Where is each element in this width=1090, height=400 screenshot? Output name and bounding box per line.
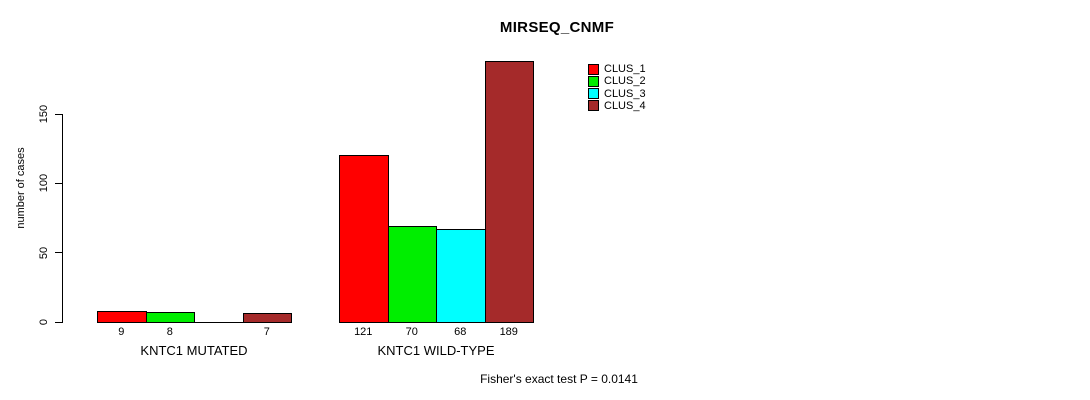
y-axis-tick [55, 182, 62, 184]
bar-value-label: 70 [405, 326, 418, 338]
legend-label: CLUS_2 [604, 75, 646, 88]
y-axis-label: number of cases [15, 147, 27, 229]
bar-clus_1-group1 [97, 311, 147, 323]
legend-swatch-clus_3 [588, 88, 599, 100]
legend-label: CLUS_4 [604, 99, 646, 112]
bar-clus_4-group1 [242, 313, 292, 323]
legend-item-clus_4: CLUS_4 [588, 100, 646, 112]
zero-bar-clus_3-group1 [194, 322, 244, 323]
bar-value-label: 121 [354, 326, 373, 338]
y-axis-tick [55, 113, 62, 115]
fisher-test-annotation: Fisher's exact test P = 0.0141 [480, 372, 638, 386]
legend-label: CLUS_3 [604, 87, 646, 100]
bar-clus_2-group1 [145, 312, 195, 323]
legend-swatch-clus_2 [588, 75, 599, 87]
legend-item-clus_2: CLUS_2 [588, 75, 646, 87]
bar-clus_1-group2 [339, 155, 389, 323]
legend-item-clus_1: CLUS_1 [588, 63, 646, 75]
y-axis-tick-label: 50 [38, 246, 50, 259]
bar-value-label: 9 [118, 326, 125, 338]
bar-value-label: 189 [499, 326, 518, 338]
legend-item-clus_3: CLUS_3 [588, 88, 646, 100]
bar-value-label: 7 [263, 326, 270, 338]
bar-clus_4-group2 [484, 61, 534, 323]
bar-value-label: 8 [166, 326, 173, 338]
legend-label: CLUS_1 [604, 63, 646, 75]
y-axis-tick [55, 252, 62, 254]
bar-value-label: 68 [454, 326, 467, 338]
y-axis-line [62, 114, 63, 323]
legend-swatch-clus_1 [588, 63, 599, 75]
y-axis-tick-label: 100 [38, 174, 50, 193]
legend-swatch-clus_4 [588, 100, 599, 112]
bar-clus_3-group2 [436, 229, 486, 323]
y-axis-tick [55, 321, 62, 323]
chart-title: MIRSEQ_CNMF [499, 19, 615, 36]
y-axis-tick-label: 150 [38, 104, 50, 124]
x-axis-group-label: KNTC1 WILD-TYPE [377, 343, 495, 358]
x-axis-group-label: KNTC1 MUTATED [140, 343, 248, 358]
y-axis-tick-label: 0 [38, 318, 50, 326]
bar-clus_2-group2 [387, 226, 437, 323]
